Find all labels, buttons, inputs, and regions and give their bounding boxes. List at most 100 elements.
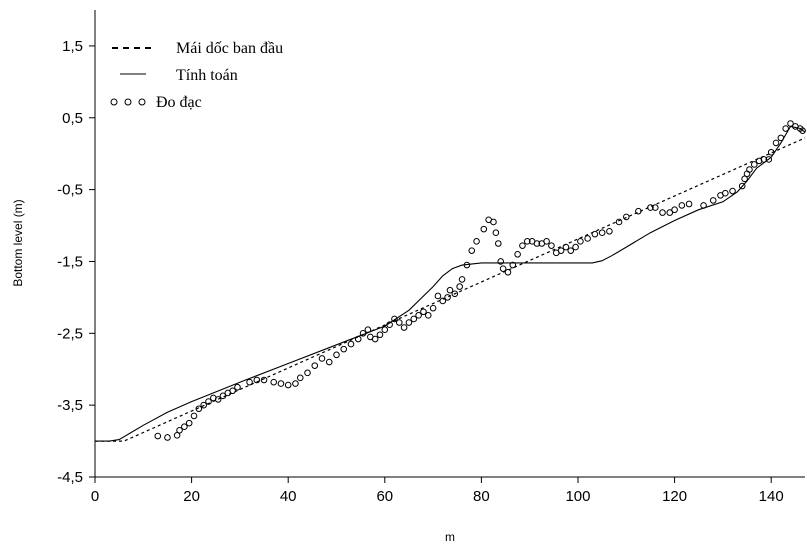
measured-point: [164, 434, 171, 441]
series-layer: [95, 120, 806, 442]
measured-point: [318, 355, 326, 362]
measured-point: [750, 161, 758, 168]
measured-point: [591, 230, 599, 238]
measured-point: [509, 261, 517, 269]
measured-point: [468, 247, 476, 254]
x-tick-label: 100: [565, 488, 590, 505]
measured-point: [292, 380, 299, 387]
measured-point: [543, 238, 550, 245]
x-tick-label: 140: [759, 488, 784, 505]
x-axis-title: m: [445, 530, 455, 544]
x-tick-label: 60: [376, 488, 393, 505]
x-tick-label: 120: [662, 488, 687, 505]
measured-point: [434, 292, 442, 300]
measured-point: [700, 202, 707, 209]
measured-point: [533, 240, 541, 247]
measured-point: [311, 362, 319, 369]
measured-point: [376, 331, 384, 339]
measured-point: [219, 392, 227, 400]
measured-point: [722, 189, 729, 197]
x-tick-label: 20: [183, 488, 200, 505]
measured-point: [371, 335, 379, 343]
legend-marker-2: [124, 98, 132, 106]
legend-label-computed: Tính toán: [176, 67, 238, 84]
measured-point: [446, 286, 454, 294]
measured-point: [772, 139, 780, 147]
x-tick-label: 40: [280, 488, 297, 505]
measured-point: [678, 202, 686, 209]
measured-point: [439, 297, 447, 305]
measured-point: [359, 330, 367, 337]
measured-point: [567, 247, 575, 254]
measured-point: [391, 315, 398, 323]
measured-point: [519, 242, 526, 249]
measured-point: [777, 134, 785, 142]
measured-point: [622, 213, 630, 221]
legend-marker-3: [138, 98, 146, 106]
measured-point: [606, 227, 613, 235]
measured-point: [405, 319, 413, 326]
measured-point: [666, 209, 674, 216]
measured-point: [386, 321, 393, 328]
measured-point: [333, 351, 340, 359]
axes-layer: 0 20 40 60 80 100 120 140 -4,5 -3,5 -2,5 -1,5 -0,5 0,…: [57, 10, 805, 505]
measured-point: [557, 247, 565, 254]
measured-point: [598, 229, 606, 237]
x-tick-label: 80: [473, 488, 490, 505]
measured-point: [395, 319, 403, 326]
measured-point: [584, 235, 591, 242]
measured-point: [354, 335, 362, 343]
measured-point: [746, 166, 753, 173]
measured-point: [154, 432, 162, 440]
measured-point: [185, 419, 193, 427]
measured-point: [325, 358, 333, 366]
measured-point: [381, 326, 389, 334]
measured-point: [729, 187, 736, 195]
measured-point: [490, 218, 497, 226]
y-tick-label: 1,5: [62, 38, 83, 55]
measured-point: [671, 206, 678, 214]
measured-point: [572, 243, 579, 251]
measured-point: [562, 243, 570, 251]
measured-point: [296, 374, 304, 382]
measured-point: [647, 204, 654, 211]
measured-point: [659, 209, 666, 216]
measured-point: [456, 283, 463, 290]
measured-point: [270, 378, 278, 386]
measured-point: [181, 423, 188, 431]
measured-point: [514, 250, 521, 258]
measured-point: [767, 148, 775, 156]
measured-point: [347, 340, 355, 348]
measured-point: [410, 315, 418, 323]
measured-point: [195, 405, 203, 413]
measured-point: [234, 383, 241, 391]
measured-point: [304, 369, 311, 377]
measured-point: [765, 156, 773, 163]
measured-point: [782, 125, 789, 132]
measured-point: [364, 326, 372, 334]
measured-point: [635, 207, 642, 215]
measured-point: [504, 268, 512, 276]
measured-point: [473, 238, 480, 245]
measured-point: [451, 290, 459, 298]
measured-point: [424, 312, 432, 319]
measured-point: [497, 258, 505, 265]
measured-point: [685, 200, 693, 208]
y-tick-label: -1,5: [57, 253, 83, 270]
legend: Mái dốc ban đầu Tính toán Đo đạc: [110, 40, 283, 111]
measured-point: [200, 401, 207, 409]
measured-point: [214, 396, 222, 403]
y-tick-label: -3,5: [57, 397, 83, 414]
measured-point: [340, 345, 348, 353]
measured-point: [176, 427, 183, 434]
measured-point: [253, 376, 261, 384]
measured-point: [651, 204, 659, 211]
measured-point: [246, 378, 253, 386]
measured-point: [499, 265, 507, 272]
measured-point: [738, 182, 746, 190]
measured-point: [709, 197, 717, 204]
measured-point: [494, 240, 502, 247]
y-tick-label: -4,5: [57, 469, 83, 486]
measured-point: [458, 276, 466, 283]
